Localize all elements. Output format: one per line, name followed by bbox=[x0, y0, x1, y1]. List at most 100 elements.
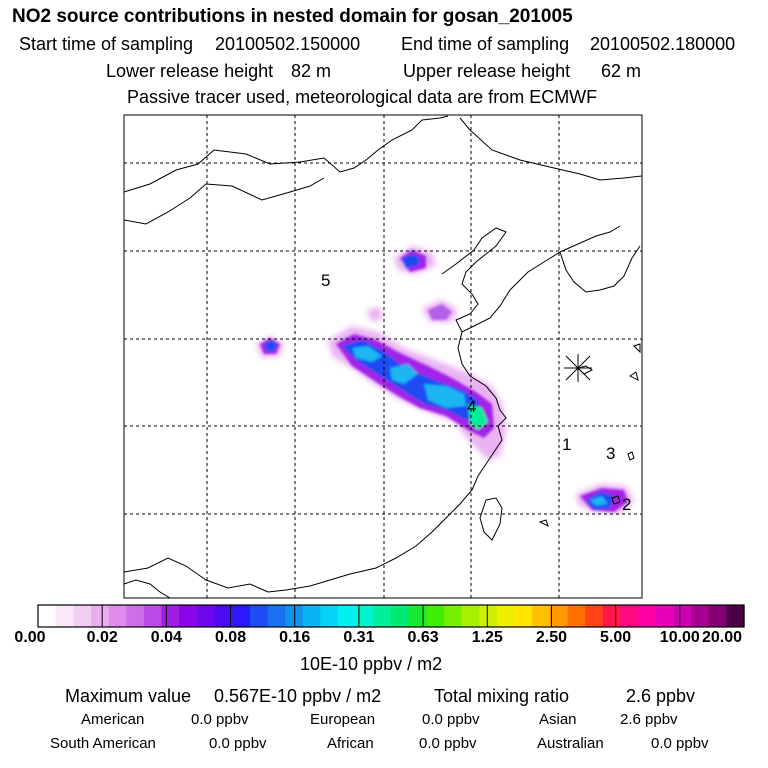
region-american-value: 0.0 ppbv bbox=[191, 711, 249, 728]
colorbar-tick-label: 1.25 bbox=[471, 629, 503, 646]
colorbar-swatch bbox=[443, 605, 463, 627]
grid-lines bbox=[124, 115, 642, 598]
colorbar-tick-label: 0.08 bbox=[214, 629, 247, 646]
colorbar-tick-label: 0.04 bbox=[150, 629, 182, 646]
mongolia-border-south bbox=[124, 177, 325, 225]
region-european-value: 0.0 ppbv bbox=[422, 711, 480, 728]
map-frame bbox=[123, 114, 643, 599]
region-american-name: American bbox=[81, 711, 145, 728]
taiwan bbox=[479, 497, 503, 541]
colorbar-tick-label: 5.00 bbox=[600, 629, 632, 646]
colorbar-swatch bbox=[232, 605, 251, 627]
region-african-name: African bbox=[327, 735, 374, 752]
colorbar-swatch bbox=[514, 605, 533, 627]
colorbar-swatch bbox=[585, 605, 604, 627]
ryukyu-island-2 bbox=[611, 495, 621, 505]
colorbar-tick-label: 10.00 bbox=[659, 629, 700, 646]
colorbar-swatch bbox=[267, 605, 286, 627]
marker-3: 3 bbox=[606, 444, 615, 463]
coastlines bbox=[124, 115, 642, 598]
region-asian-value: 2.6 ppbv bbox=[620, 711, 678, 728]
plume-mid-purple bbox=[428, 304, 452, 320]
region-asian-name: Asian bbox=[539, 711, 577, 728]
region-south-american-name: South American bbox=[50, 735, 156, 752]
japan-island-2 bbox=[633, 343, 641, 354]
colorbar-swatch bbox=[691, 605, 710, 627]
ryukyu-island-1 bbox=[627, 451, 635, 461]
upper-height-value: 62 m bbox=[601, 61, 642, 81]
colorbar-tick-label: 0.00 bbox=[14, 629, 46, 646]
colorbar-swatch bbox=[126, 605, 145, 627]
colorbar-swatch bbox=[179, 605, 198, 627]
colorbar-swatch bbox=[214, 605, 233, 627]
colorbar-tick-label: 20.00 bbox=[701, 629, 743, 646]
east-china-coast bbox=[267, 331, 507, 593]
plume-cyan-1 bbox=[352, 346, 382, 362]
plume-cyan-2 bbox=[390, 364, 418, 384]
colorbar-swatch bbox=[55, 605, 74, 627]
source-markers: 1 2 3 4 5 bbox=[321, 271, 631, 514]
colorbar-swatch bbox=[373, 605, 392, 627]
colorbar-swatch bbox=[532, 605, 551, 627]
marker-5: 5 bbox=[321, 271, 330, 290]
japan-island-1 bbox=[629, 371, 639, 381]
colorbar-tick-label: 0.02 bbox=[86, 629, 118, 646]
colorbar-swatch bbox=[602, 605, 622, 627]
korea-peninsula bbox=[559, 245, 641, 293]
manchuria-coast bbox=[459, 117, 642, 181]
lower-height-value: 82 m bbox=[291, 61, 332, 81]
colorbar bbox=[37, 605, 745, 627]
marker-4: 4 bbox=[467, 397, 476, 416]
region-african-value: 0.0 ppbv bbox=[419, 735, 477, 752]
total-mixing-label: Total mixing ratio bbox=[434, 686, 570, 706]
region-australian-name: Australian bbox=[537, 735, 604, 752]
colorbar-swatch bbox=[90, 605, 110, 627]
plume-cyan-southeast bbox=[590, 496, 608, 506]
colorbar-tick-label: 0.31 bbox=[343, 629, 375, 646]
colorbar-swatch bbox=[285, 605, 304, 627]
colorbar-swatch bbox=[461, 605, 480, 627]
end-time-value: 20100502.180000 bbox=[590, 34, 736, 54]
upper-height-label: Upper release height bbox=[403, 61, 571, 81]
colorbar-swatch bbox=[355, 605, 374, 627]
lower-height-label: Lower release height bbox=[106, 61, 274, 81]
colorbar-swatch bbox=[638, 605, 657, 627]
colorbar-swatch bbox=[338, 605, 357, 627]
marker-2: 2 bbox=[622, 495, 631, 514]
colorbar-tick-label: 2.50 bbox=[535, 629, 568, 646]
marker-1: 1 bbox=[562, 435, 571, 454]
colorbar-swatch bbox=[655, 605, 674, 627]
plume-green-source bbox=[468, 404, 488, 430]
plume-blue-north bbox=[402, 254, 420, 268]
colorbar-swatch bbox=[108, 605, 127, 627]
colorbar-swatch bbox=[391, 605, 410, 627]
colorbar-swatch bbox=[38, 605, 57, 627]
colorbar-swatch bbox=[708, 605, 727, 627]
plume-cyan-3 bbox=[424, 384, 466, 408]
colorbar-swatch bbox=[73, 605, 92, 627]
plot-title: NO2 source contributions in nested domai… bbox=[12, 6, 573, 27]
max-value-label: Maximum value bbox=[65, 686, 192, 706]
region-european-name: European bbox=[310, 711, 376, 728]
end-time-label: End time of sampling bbox=[401, 34, 570, 54]
colorbar-swatch bbox=[479, 605, 498, 627]
bohai-coast bbox=[441, 227, 507, 333]
start-time-value: 20100502.150000 bbox=[215, 34, 361, 54]
colorbar-swatch bbox=[320, 605, 339, 627]
total-mixing-value: 2.6 ppbv bbox=[626, 686, 696, 706]
plume-purple bbox=[260, 250, 628, 512]
colorbar-swatch bbox=[196, 605, 216, 627]
colorbar-swatch bbox=[673, 605, 692, 627]
colorbar-units: 10E-10 ppbv / m2 bbox=[300, 654, 443, 674]
colorbar-swatch bbox=[549, 605, 569, 627]
colorbar-swatch bbox=[408, 605, 427, 627]
south-china-interior bbox=[124, 557, 269, 593]
max-value: 0.567E-10 ppbv / m2 bbox=[214, 686, 382, 706]
colorbar-tick-label: 0.63 bbox=[407, 629, 439, 646]
hainan-region bbox=[124, 579, 171, 598]
colorbar-swatch bbox=[249, 605, 269, 627]
colorbar-tick-label: 0.16 bbox=[279, 629, 311, 646]
region-south-american-value: 0.0 ppbv bbox=[209, 735, 267, 752]
region-australian-value: 0.0 ppbv bbox=[651, 735, 709, 752]
